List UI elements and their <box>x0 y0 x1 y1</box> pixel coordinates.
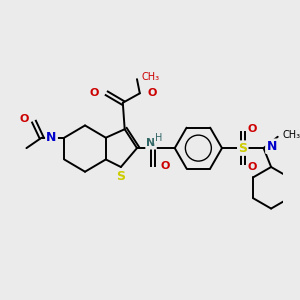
Text: N: N <box>266 140 277 153</box>
Text: H: H <box>155 133 162 143</box>
Text: S: S <box>238 142 247 154</box>
Text: O: O <box>90 88 99 98</box>
Text: N: N <box>146 138 156 148</box>
Text: O: O <box>20 114 29 124</box>
Text: O: O <box>147 88 157 98</box>
Text: O: O <box>248 124 257 134</box>
Text: O: O <box>248 162 257 172</box>
Text: N: N <box>46 131 57 144</box>
Text: CH₃: CH₃ <box>142 72 160 82</box>
Text: S: S <box>116 170 125 183</box>
Text: O: O <box>160 161 170 171</box>
Text: CH₃: CH₃ <box>283 130 300 140</box>
